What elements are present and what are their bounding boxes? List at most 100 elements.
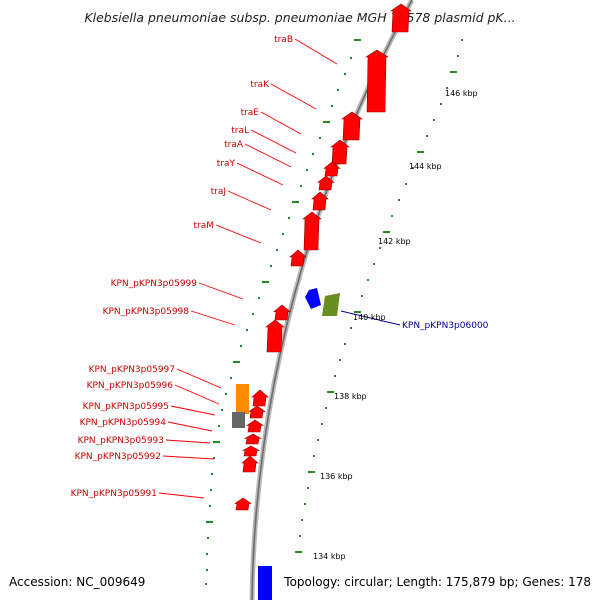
- tick-mark: [240, 345, 242, 347]
- tick-mark: [304, 503, 306, 505]
- leader-line: [340, 310, 401, 326]
- gene-05994: [246, 419, 264, 433]
- gene-05991: [234, 497, 252, 511]
- tick-mark: [354, 311, 361, 313]
- leader-line: [244, 143, 292, 168]
- leader-line: [270, 83, 317, 110]
- gene-05998: [273, 304, 291, 321]
- tick-mark: [391, 215, 393, 217]
- tick-mark: [350, 57, 352, 59]
- gene-label: KPN_pKPN3p05998: [103, 307, 190, 317]
- tick-mark: [233, 361, 240, 363]
- tick-mark: [361, 295, 363, 297]
- tick-mark: [218, 425, 220, 427]
- gene-06000: [322, 293, 340, 316]
- tick-mark: [300, 185, 302, 187]
- tick-mark: [367, 279, 369, 281]
- tick-mark: [383, 231, 390, 233]
- tick-mark: [262, 281, 269, 283]
- gene-label: traJ: [211, 187, 226, 197]
- leader-line: [170, 405, 216, 416]
- tick-mark: [450, 71, 457, 73]
- tick-mark: [417, 151, 424, 153]
- tick-mark: [405, 183, 407, 185]
- gene-label: KPN_pKPN3p05997: [89, 365, 175, 375]
- gene-05993: [243, 433, 263, 445]
- tick-mark: [288, 217, 290, 219]
- traL-gene: [330, 139, 350, 165]
- tick-mark: [210, 489, 212, 491]
- gene-label: KPN_pKPN3p05991: [71, 489, 157, 499]
- gene-label: KPN_pKPN3p05992: [75, 452, 161, 462]
- tick-mark: [207, 537, 209, 539]
- tick-mark: [426, 135, 428, 137]
- leader-line: [198, 282, 244, 300]
- tick-mark: [344, 343, 346, 345]
- tick-mark: [225, 393, 227, 395]
- tick-mark: [206, 553, 208, 555]
- tick-mark: [205, 583, 207, 585]
- leader-line: [236, 162, 284, 186]
- tick-mark: [306, 169, 308, 171]
- gene-label: KPN_pKPN3p05999: [111, 279, 198, 289]
- kbp-label: 146 kbp: [445, 89, 478, 98]
- tick-mark: [461, 39, 463, 41]
- tick-mark: [457, 55, 459, 57]
- gene-05996: [251, 389, 269, 407]
- tick-mark: [412, 167, 414, 169]
- traK-gene: [364, 49, 390, 113]
- traJ-gene: [311, 191, 329, 211]
- traA-gene: [323, 161, 341, 177]
- tick-mark: [337, 89, 339, 91]
- tick-mark: [213, 457, 215, 459]
- tick-mark: [213, 441, 220, 443]
- tick-mark: [211, 473, 213, 475]
- gene-05995: [248, 405, 266, 419]
- tick-mark: [221, 409, 223, 411]
- tick-mark: [440, 103, 442, 105]
- leader-line: [227, 190, 272, 211]
- gene-05992b: [241, 455, 259, 473]
- tick-mark: [313, 455, 315, 457]
- tick-mark: [230, 377, 232, 379]
- gene-bottom-blue: [258, 566, 272, 600]
- tick-mark: [331, 105, 333, 107]
- tick-mark: [323, 121, 330, 123]
- tick-mark: [334, 375, 336, 377]
- kbp-label: 138 kbp: [334, 392, 367, 401]
- gene-05998b: [265, 319, 285, 353]
- tick-mark: [317, 439, 319, 441]
- leader-line: [294, 38, 338, 65]
- tick-mark: [308, 471, 315, 473]
- gene-label: traY: [217, 159, 236, 169]
- gene-label: KPN_pKPN3p05993: [78, 436, 164, 446]
- tick-mark: [276, 249, 278, 251]
- leader-line: [176, 368, 222, 389]
- traY-gene: [317, 175, 335, 191]
- tick-mark: [433, 119, 435, 121]
- tick-mark: [246, 329, 248, 331]
- gene-label: traA: [224, 140, 244, 150]
- accession-text: Accession: NC_009649: [9, 575, 146, 589]
- traM-gene: [302, 211, 322, 251]
- gene-label: traE: [241, 108, 260, 118]
- gene-gray: [232, 412, 245, 428]
- tick-mark: [398, 199, 400, 201]
- kbp-layer: 146 kbp 144 kbp 142 kbp 140 kbp 138 kbp 136 k…: [313, 89, 478, 561]
- gene-05997: [236, 384, 249, 414]
- gene-label: traL: [231, 126, 249, 136]
- tick-dots-right: [295, 39, 463, 553]
- tick-mark: [206, 569, 208, 571]
- leader-line: [167, 421, 213, 432]
- gene-label: KPN_pKPN3p05996: [87, 381, 174, 391]
- gene-features: [232, 3, 412, 600]
- gene-label: traB: [274, 35, 293, 45]
- tick-mark: [446, 87, 448, 89]
- traB-gene: [390, 3, 412, 33]
- gene-06000-blue: [305, 288, 321, 309]
- leader-line: [215, 224, 262, 244]
- topology-stats-text: Topology: circular; Length: 175,879 bp; …: [284, 575, 591, 589]
- tick-mark: [252, 313, 254, 315]
- gene-label: KPN_pKPN3p06000: [402, 321, 489, 331]
